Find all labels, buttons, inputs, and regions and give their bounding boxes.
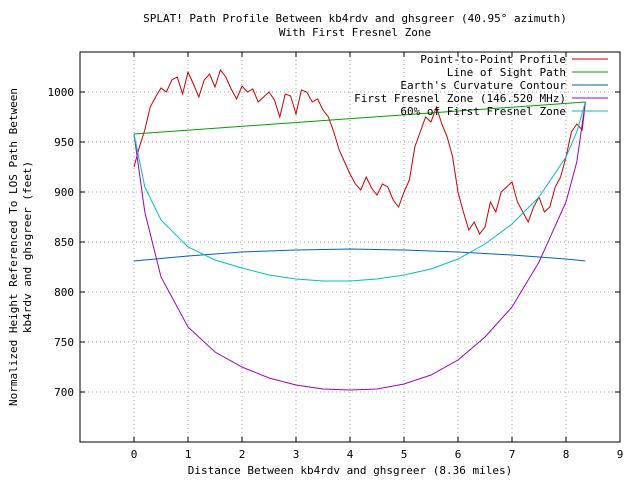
chart-title: SPLAT! Path Profile Between kb4rdv and g…	[143, 12, 567, 25]
x-tick-label: 3	[293, 448, 300, 461]
x-tick-label: 1	[185, 448, 192, 461]
series-line-4	[133, 101, 586, 391]
x-tick-label: 7	[509, 448, 516, 461]
legend-label-2: Line of Sight Path	[447, 66, 566, 79]
x-axis-ticks: 0 1 2 3 4 5 6 7 8 9	[131, 52, 624, 461]
x-tick-label: 2	[239, 448, 246, 461]
legend-label-1: Point-to-Point Profile	[420, 53, 566, 66]
plot-area-border	[79, 51, 621, 443]
legend-label-3: Earth's Curvature Contour	[400, 79, 566, 92]
y-tick-label: 800	[54, 286, 74, 299]
y-tick-label: 900	[54, 186, 74, 199]
y-tick-label: 700	[54, 386, 74, 399]
chart-subtitle: With First Fresnel Zone	[279, 26, 431, 39]
series-line-3	[133, 248, 586, 262]
x-tick-label: 9	[617, 448, 624, 461]
series-line-5	[133, 101, 586, 282]
series-line-2	[133, 101, 586, 135]
y-tick-label: 950	[54, 136, 74, 149]
legend-label-4: First Fresnel Zone (146.520 MHz)	[354, 92, 566, 105]
legend-label-5: 60% of First Fresnel Zone	[400, 105, 566, 118]
y-axis-label-line2: kb4rdv and ghsgreer (feet)	[21, 161, 34, 333]
x-axis-label: Distance Between kb4rdv and ghsgreer (8.…	[188, 464, 513, 477]
x-tick-label: 5	[401, 448, 408, 461]
y-tick-label: 1000	[48, 86, 75, 99]
x-tick-label: 6	[455, 448, 462, 461]
x-tick-label: 0	[131, 448, 138, 461]
y-axis-ticks: 700 750 800 850 900 950 1000	[48, 86, 620, 399]
y-tick-label: 850	[54, 236, 74, 249]
y-axis-label-line1: Normalized Height Referenced To LOS Path…	[7, 88, 20, 406]
x-tick-label: 4	[347, 448, 354, 461]
series-group	[133, 68, 586, 391]
series-line-1	[133, 68, 586, 235]
x-tick-label: 8	[563, 448, 570, 461]
y-tick-label: 750	[54, 336, 74, 349]
